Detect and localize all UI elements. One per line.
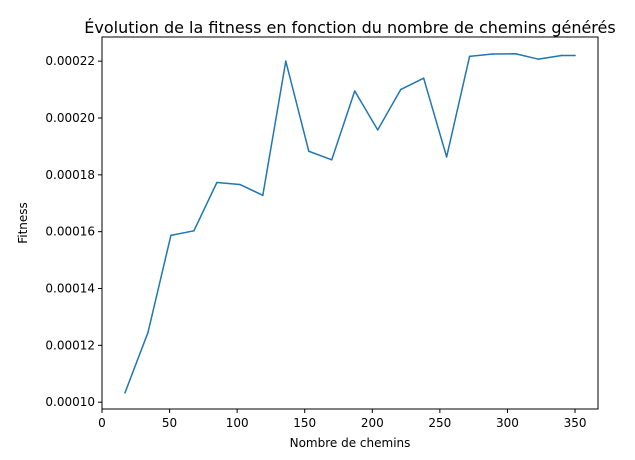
- x-axis-ticks: 0 50 100 150 200 250 300 350: [98, 409, 586, 430]
- x-tick-label: 50: [162, 416, 177, 430]
- axes-frame: [101, 36, 599, 410]
- data-point: [170, 234, 172, 237]
- y-tick-label: 0.00012: [45, 338, 95, 352]
- data-point: [574, 54, 576, 57]
- x-tick-label: 350: [564, 416, 587, 430]
- data-point: [216, 181, 218, 184]
- data-point: [399, 88, 402, 91]
- y-tick-label: 0.00016: [45, 225, 95, 239]
- data-point: [330, 158, 333, 161]
- data-point: [124, 392, 126, 394]
- y-tick-label: 0.00020: [45, 111, 95, 125]
- x-tick-label: 0: [98, 416, 106, 430]
- y-axis-label: Fitness: [16, 202, 30, 244]
- data-point: [445, 156, 448, 158]
- data-point: [262, 194, 264, 197]
- data-point: [537, 58, 540, 60]
- plot-area: [124, 52, 576, 394]
- y-axis-ticks: 0.00010 0.00012 0.00014 0.00016 0.00018 0.000…: [45, 54, 102, 409]
- x-tick-label: 100: [226, 416, 249, 430]
- data-point: [560, 54, 563, 57]
- x-tick-label: 200: [361, 416, 384, 430]
- y-tick-label: 0.00010: [45, 395, 95, 409]
- x-axis-label: Nombre de chemins: [290, 436, 411, 450]
- x-tick-label: 150: [293, 416, 316, 430]
- data-point: [239, 183, 241, 186]
- x-tick-label: 250: [428, 416, 451, 430]
- data-point: [193, 230, 195, 232]
- data-point: [514, 52, 517, 55]
- data-point: [353, 90, 356, 92]
- y-tick-label: 0.00022: [45, 54, 95, 68]
- data-point: [147, 331, 149, 334]
- data-point: [376, 129, 379, 131]
- data-point: [491, 53, 494, 55]
- data-point: [468, 55, 471, 58]
- y-tick-label: 0.00018: [45, 168, 95, 182]
- data-point: [285, 60, 287, 62]
- data-point: [307, 150, 310, 153]
- chart-title: Évolution de la fitness en fonction du n…: [84, 18, 615, 37]
- data-point: [422, 77, 425, 80]
- x-tick-label: 300: [496, 416, 519, 430]
- y-tick-label: 0.00014: [45, 282, 95, 296]
